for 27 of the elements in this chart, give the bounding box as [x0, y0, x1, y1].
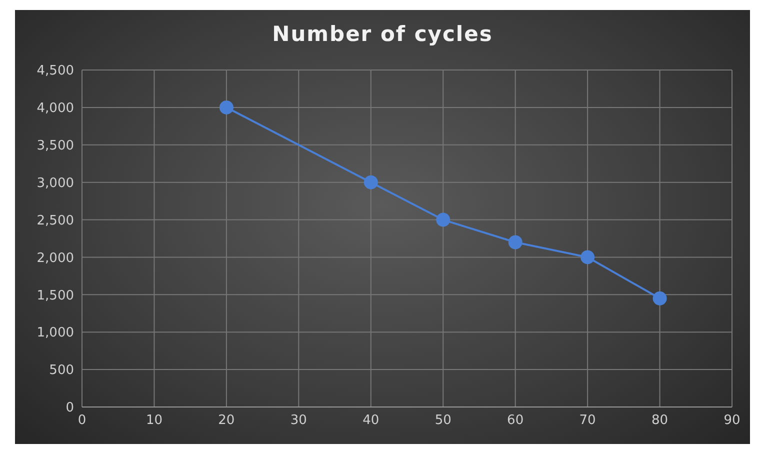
point	[219, 100, 234, 114]
x-tick-label: 60	[507, 413, 524, 428]
point	[364, 175, 378, 190]
x-tick-label: 80	[652, 413, 668, 428]
x-tick-label: 90	[724, 413, 740, 428]
y-tick-label: 4,000	[36, 101, 74, 116]
y-tick-label: 0	[66, 400, 74, 416]
y-tick-label: 1,500	[36, 288, 74, 304]
chart-title: Number of cycles	[271, 22, 494, 46]
x-tick-label: 70	[579, 413, 596, 428]
point	[580, 250, 595, 264]
x-tick-label: 20	[218, 413, 235, 428]
x-tick-label: 30	[290, 413, 307, 428]
point	[508, 235, 522, 250]
x-tick-label: 50	[434, 413, 452, 428]
point	[436, 212, 450, 227]
point	[652, 291, 667, 306]
y-tick-label: 500	[49, 363, 74, 378]
x-tick-label: 40	[362, 413, 380, 428]
y-tick-label: 3,000	[36, 176, 74, 191]
y-tick-label: 3,500	[36, 138, 74, 154]
y-tick-label: 2,500	[36, 213, 74, 228]
y-tick-label: 2,000	[36, 250, 74, 266]
y-tick-label: 4,500	[36, 64, 74, 79]
x-tick-label: 0	[78, 413, 86, 428]
x-tick-label: 10	[146, 413, 162, 428]
y-tick-label: 1,000	[36, 326, 74, 341]
